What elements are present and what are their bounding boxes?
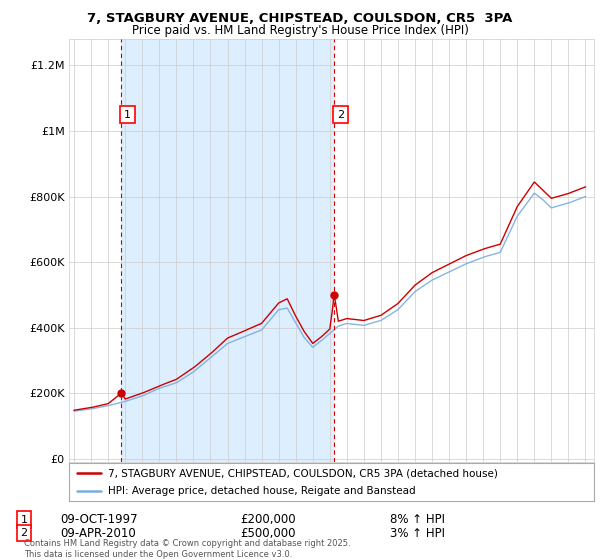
Text: 8% ↑ HPI: 8% ↑ HPI <box>390 513 445 526</box>
Text: 7, STAGBURY AVENUE, CHIPSTEAD, COULSDON, CR5 3PA (detached house): 7, STAGBURY AVENUE, CHIPSTEAD, COULSDON,… <box>109 468 498 478</box>
Text: Price paid vs. HM Land Registry's House Price Index (HPI): Price paid vs. HM Land Registry's House … <box>131 24 469 36</box>
Text: 7, STAGBURY AVENUE, CHIPSTEAD, COULSDON, CR5  3PA: 7, STAGBURY AVENUE, CHIPSTEAD, COULSDON,… <box>88 12 512 25</box>
Text: 1: 1 <box>124 110 131 120</box>
Text: 1: 1 <box>20 515 28 525</box>
Text: 2: 2 <box>337 110 344 120</box>
Text: £200,000: £200,000 <box>240 513 296 526</box>
Text: 3% ↑ HPI: 3% ↑ HPI <box>390 526 445 540</box>
Text: HPI: Average price, detached house, Reigate and Banstead: HPI: Average price, detached house, Reig… <box>109 486 416 496</box>
Text: Contains HM Land Registry data © Crown copyright and database right 2025.
This d: Contains HM Land Registry data © Crown c… <box>24 539 350 559</box>
Text: 09-APR-2010: 09-APR-2010 <box>60 526 136 540</box>
Text: 2: 2 <box>20 528 28 538</box>
Text: 09-OCT-1997: 09-OCT-1997 <box>60 513 137 526</box>
Bar <box>121 39 334 462</box>
Text: £500,000: £500,000 <box>240 526 296 540</box>
